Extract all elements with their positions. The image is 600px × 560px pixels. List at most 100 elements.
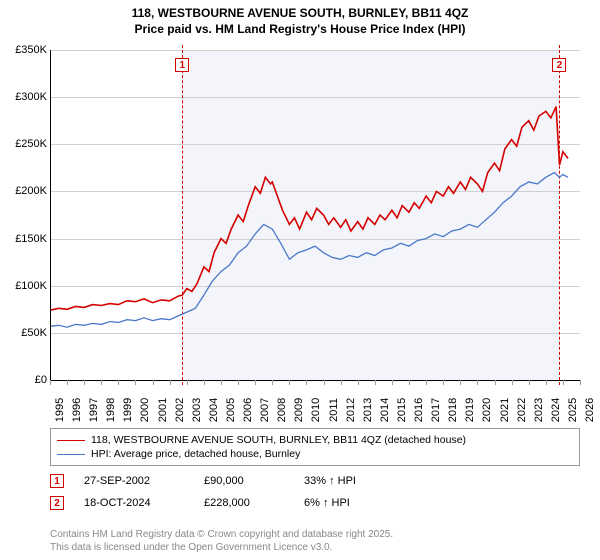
x-tick bbox=[187, 380, 188, 385]
x-tick bbox=[512, 380, 513, 385]
title-line-2: Price paid vs. HM Land Registry's House … bbox=[0, 22, 600, 38]
x-tick bbox=[546, 380, 547, 385]
x-tick bbox=[375, 380, 376, 385]
x-tick bbox=[272, 380, 273, 385]
x-tick bbox=[529, 380, 530, 385]
x-axis-label: 2009 bbox=[293, 398, 305, 422]
sale-marker-2: 2 bbox=[50, 496, 64, 510]
x-axis-label: 2013 bbox=[362, 398, 374, 422]
x-tick bbox=[324, 380, 325, 385]
x-axis-label: 2025 bbox=[567, 398, 579, 422]
legend-label-price: 118, WESTBOURNE AVENUE SOUTH, BURNLEY, B… bbox=[91, 434, 466, 446]
sale-price-1: £90,000 bbox=[204, 475, 284, 487]
line-chart-svg bbox=[50, 50, 580, 380]
legend-row-hpi: HPI: Average price, detached house, Burn… bbox=[57, 447, 573, 461]
x-axis-label: 2023 bbox=[533, 398, 545, 422]
x-tick bbox=[238, 380, 239, 385]
x-tick bbox=[170, 380, 171, 385]
x-axis-label: 2000 bbox=[139, 398, 151, 422]
x-axis-label: 2005 bbox=[225, 398, 237, 422]
x-axis-line bbox=[50, 380, 580, 381]
x-tick bbox=[101, 380, 102, 385]
legend-swatch-price bbox=[57, 440, 85, 441]
x-axis-label: 2003 bbox=[191, 398, 203, 422]
x-axis-label: 2004 bbox=[208, 398, 220, 422]
x-tick bbox=[84, 380, 85, 385]
y-axis-label: £50K bbox=[2, 327, 47, 339]
x-axis-label: 2001 bbox=[157, 398, 169, 422]
x-tick bbox=[426, 380, 427, 385]
x-tick bbox=[118, 380, 119, 385]
y-axis-label: £250K bbox=[2, 138, 47, 150]
x-axis-label: 2024 bbox=[550, 398, 562, 422]
y-axis-label: £350K bbox=[2, 44, 47, 56]
series-price_paid bbox=[50, 107, 568, 311]
sale-marker-1: 1 bbox=[50, 474, 64, 488]
x-axis-label: 2019 bbox=[464, 398, 476, 422]
sale-rows: 1 27-SEP-2002 £90,000 33% ↑ HPI 2 18-OCT… bbox=[50, 470, 580, 514]
x-axis-label: 2021 bbox=[499, 398, 511, 422]
series-hpi bbox=[50, 173, 568, 328]
legend-label-hpi: HPI: Average price, detached house, Burn… bbox=[91, 448, 300, 460]
x-axis-label: 2015 bbox=[396, 398, 408, 422]
x-tick bbox=[67, 380, 68, 385]
x-tick bbox=[495, 380, 496, 385]
x-axis-label: 2022 bbox=[516, 398, 528, 422]
footer-line-2: This data is licensed under the Open Gov… bbox=[50, 541, 393, 554]
x-axis-label: 1997 bbox=[88, 398, 100, 422]
x-axis-label: 2002 bbox=[174, 398, 186, 422]
sale-pct-2: 6% ↑ HPI bbox=[304, 497, 404, 509]
sale-pct-1: 33% ↑ HPI bbox=[304, 475, 404, 487]
title-block: 118, WESTBOURNE AVENUE SOUTH, BURNLEY, B… bbox=[0, 0, 600, 37]
x-tick bbox=[409, 380, 410, 385]
x-tick bbox=[443, 380, 444, 385]
x-tick bbox=[306, 380, 307, 385]
sale-row-2: 2 18-OCT-2024 £228,000 6% ↑ HPI bbox=[50, 492, 580, 514]
x-axis-label: 2006 bbox=[242, 398, 254, 422]
chart-area: £0£50K£100K£150K£200K£250K£300K£350K12 bbox=[50, 50, 580, 380]
plot-region: £0£50K£100K£150K£200K£250K£300K£350K12 bbox=[50, 50, 580, 380]
x-tick bbox=[50, 380, 51, 385]
legend-row-price: 118, WESTBOURNE AVENUE SOUTH, BURNLEY, B… bbox=[57, 433, 573, 447]
x-axis-label: 2011 bbox=[328, 398, 340, 422]
y-axis-line bbox=[50, 50, 51, 380]
x-tick bbox=[135, 380, 136, 385]
sale-date-2: 18-OCT-2024 bbox=[84, 497, 184, 509]
title-line-1: 118, WESTBOURNE AVENUE SOUTH, BURNLEY, B… bbox=[0, 6, 600, 22]
x-axis-label: 2018 bbox=[447, 398, 459, 422]
x-axis-label: 2010 bbox=[310, 398, 322, 422]
x-axis-labels: 1995 1996 1997 1998 1999 2000 2001 2002 2003 2004… bbox=[50, 382, 580, 422]
x-axis-label: 1999 bbox=[122, 398, 134, 422]
x-tick bbox=[255, 380, 256, 385]
sale-row-1: 1 27-SEP-2002 £90,000 33% ↑ HPI bbox=[50, 470, 580, 492]
legend: 118, WESTBOURNE AVENUE SOUTH, BURNLEY, B… bbox=[50, 428, 580, 466]
x-tick bbox=[153, 380, 154, 385]
footer-line-1: Contains HM Land Registry data © Crown c… bbox=[50, 528, 393, 541]
x-tick bbox=[358, 380, 359, 385]
footer: Contains HM Land Registry data © Crown c… bbox=[50, 528, 393, 554]
x-axis-label: 2008 bbox=[276, 398, 288, 422]
x-tick bbox=[580, 380, 581, 385]
x-tick bbox=[460, 380, 461, 385]
sale-price-2: £228,000 bbox=[204, 497, 284, 509]
x-tick bbox=[392, 380, 393, 385]
x-axis-label: 2026 bbox=[584, 398, 596, 422]
y-axis-label: £150K bbox=[2, 233, 47, 245]
x-tick bbox=[204, 380, 205, 385]
x-axis-label: 2017 bbox=[430, 398, 442, 422]
x-axis-label: 1998 bbox=[105, 398, 117, 422]
y-axis-label: £200K bbox=[2, 185, 47, 197]
x-axis-label: 1996 bbox=[71, 398, 83, 422]
y-axis-label: £300K bbox=[2, 91, 47, 103]
legend-swatch-hpi bbox=[57, 454, 85, 455]
x-tick bbox=[477, 380, 478, 385]
x-tick bbox=[563, 380, 564, 385]
x-tick bbox=[221, 380, 222, 385]
x-axis-label: 2016 bbox=[413, 398, 425, 422]
chart-container: 118, WESTBOURNE AVENUE SOUTH, BURNLEY, B… bbox=[0, 0, 600, 560]
y-axis-label: £0 bbox=[2, 374, 47, 386]
x-tick bbox=[341, 380, 342, 385]
x-axis-label: 2012 bbox=[345, 398, 357, 422]
x-axis-label: 2014 bbox=[379, 398, 391, 422]
x-axis-label: 1995 bbox=[54, 398, 66, 422]
